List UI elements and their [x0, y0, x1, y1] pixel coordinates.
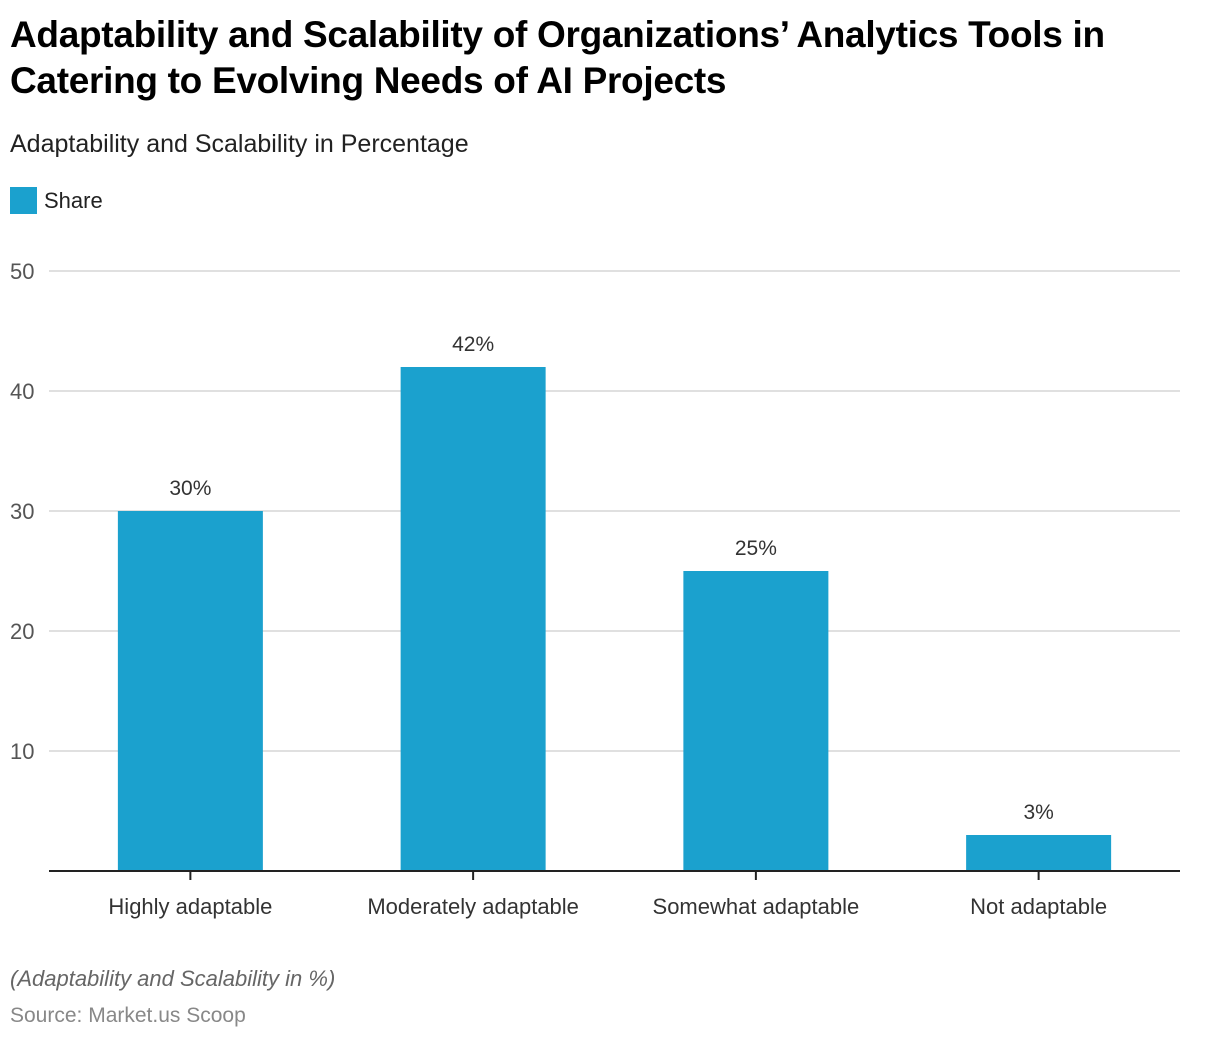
y-tick-label: 30: [10, 499, 34, 524]
y-tick-label: 20: [10, 619, 34, 644]
bar: [400, 367, 546, 871]
y-axis-ticks: 10 20 30 40 50: [10, 259, 34, 764]
source-note: Source: Market.us Scoop: [10, 1004, 246, 1027]
data-label: 3%: [1023, 801, 1053, 824]
legend-label: Share: [44, 187, 103, 213]
bar: [117, 511, 263, 871]
data-labels: 30% 42% 25% 3%: [169, 333, 1053, 824]
x-axis: Highly adaptable Moderately adaptable Some…: [49, 870, 1180, 919]
y-tick-label: 50: [10, 259, 34, 284]
legend: Share: [10, 187, 103, 214]
x-tick-label: Moderately adaptable: [367, 894, 579, 919]
x-tick-label: Highly adaptable: [108, 894, 272, 919]
footnote: (Adaptability and Scalability in %): [10, 966, 336, 991]
bar: [966, 835, 1112, 871]
y-tick-label: 40: [10, 379, 34, 404]
x-tick-label: Somewhat adaptable: [653, 894, 860, 919]
y-tick-label: 10: [10, 739, 34, 764]
x-tick-label: Not adaptable: [970, 894, 1107, 919]
bars: [117, 367, 1112, 871]
data-label: 30%: [169, 477, 211, 500]
data-label: 25%: [735, 537, 777, 560]
data-label: 42%: [452, 333, 494, 356]
chart-subtitle: Adaptability and Scalability in Percenta…: [10, 130, 469, 158]
legend-swatch: [10, 187, 37, 214]
bar: [683, 571, 829, 871]
chart-title: Adaptability and Scalability of Organiza…: [10, 14, 1105, 101]
